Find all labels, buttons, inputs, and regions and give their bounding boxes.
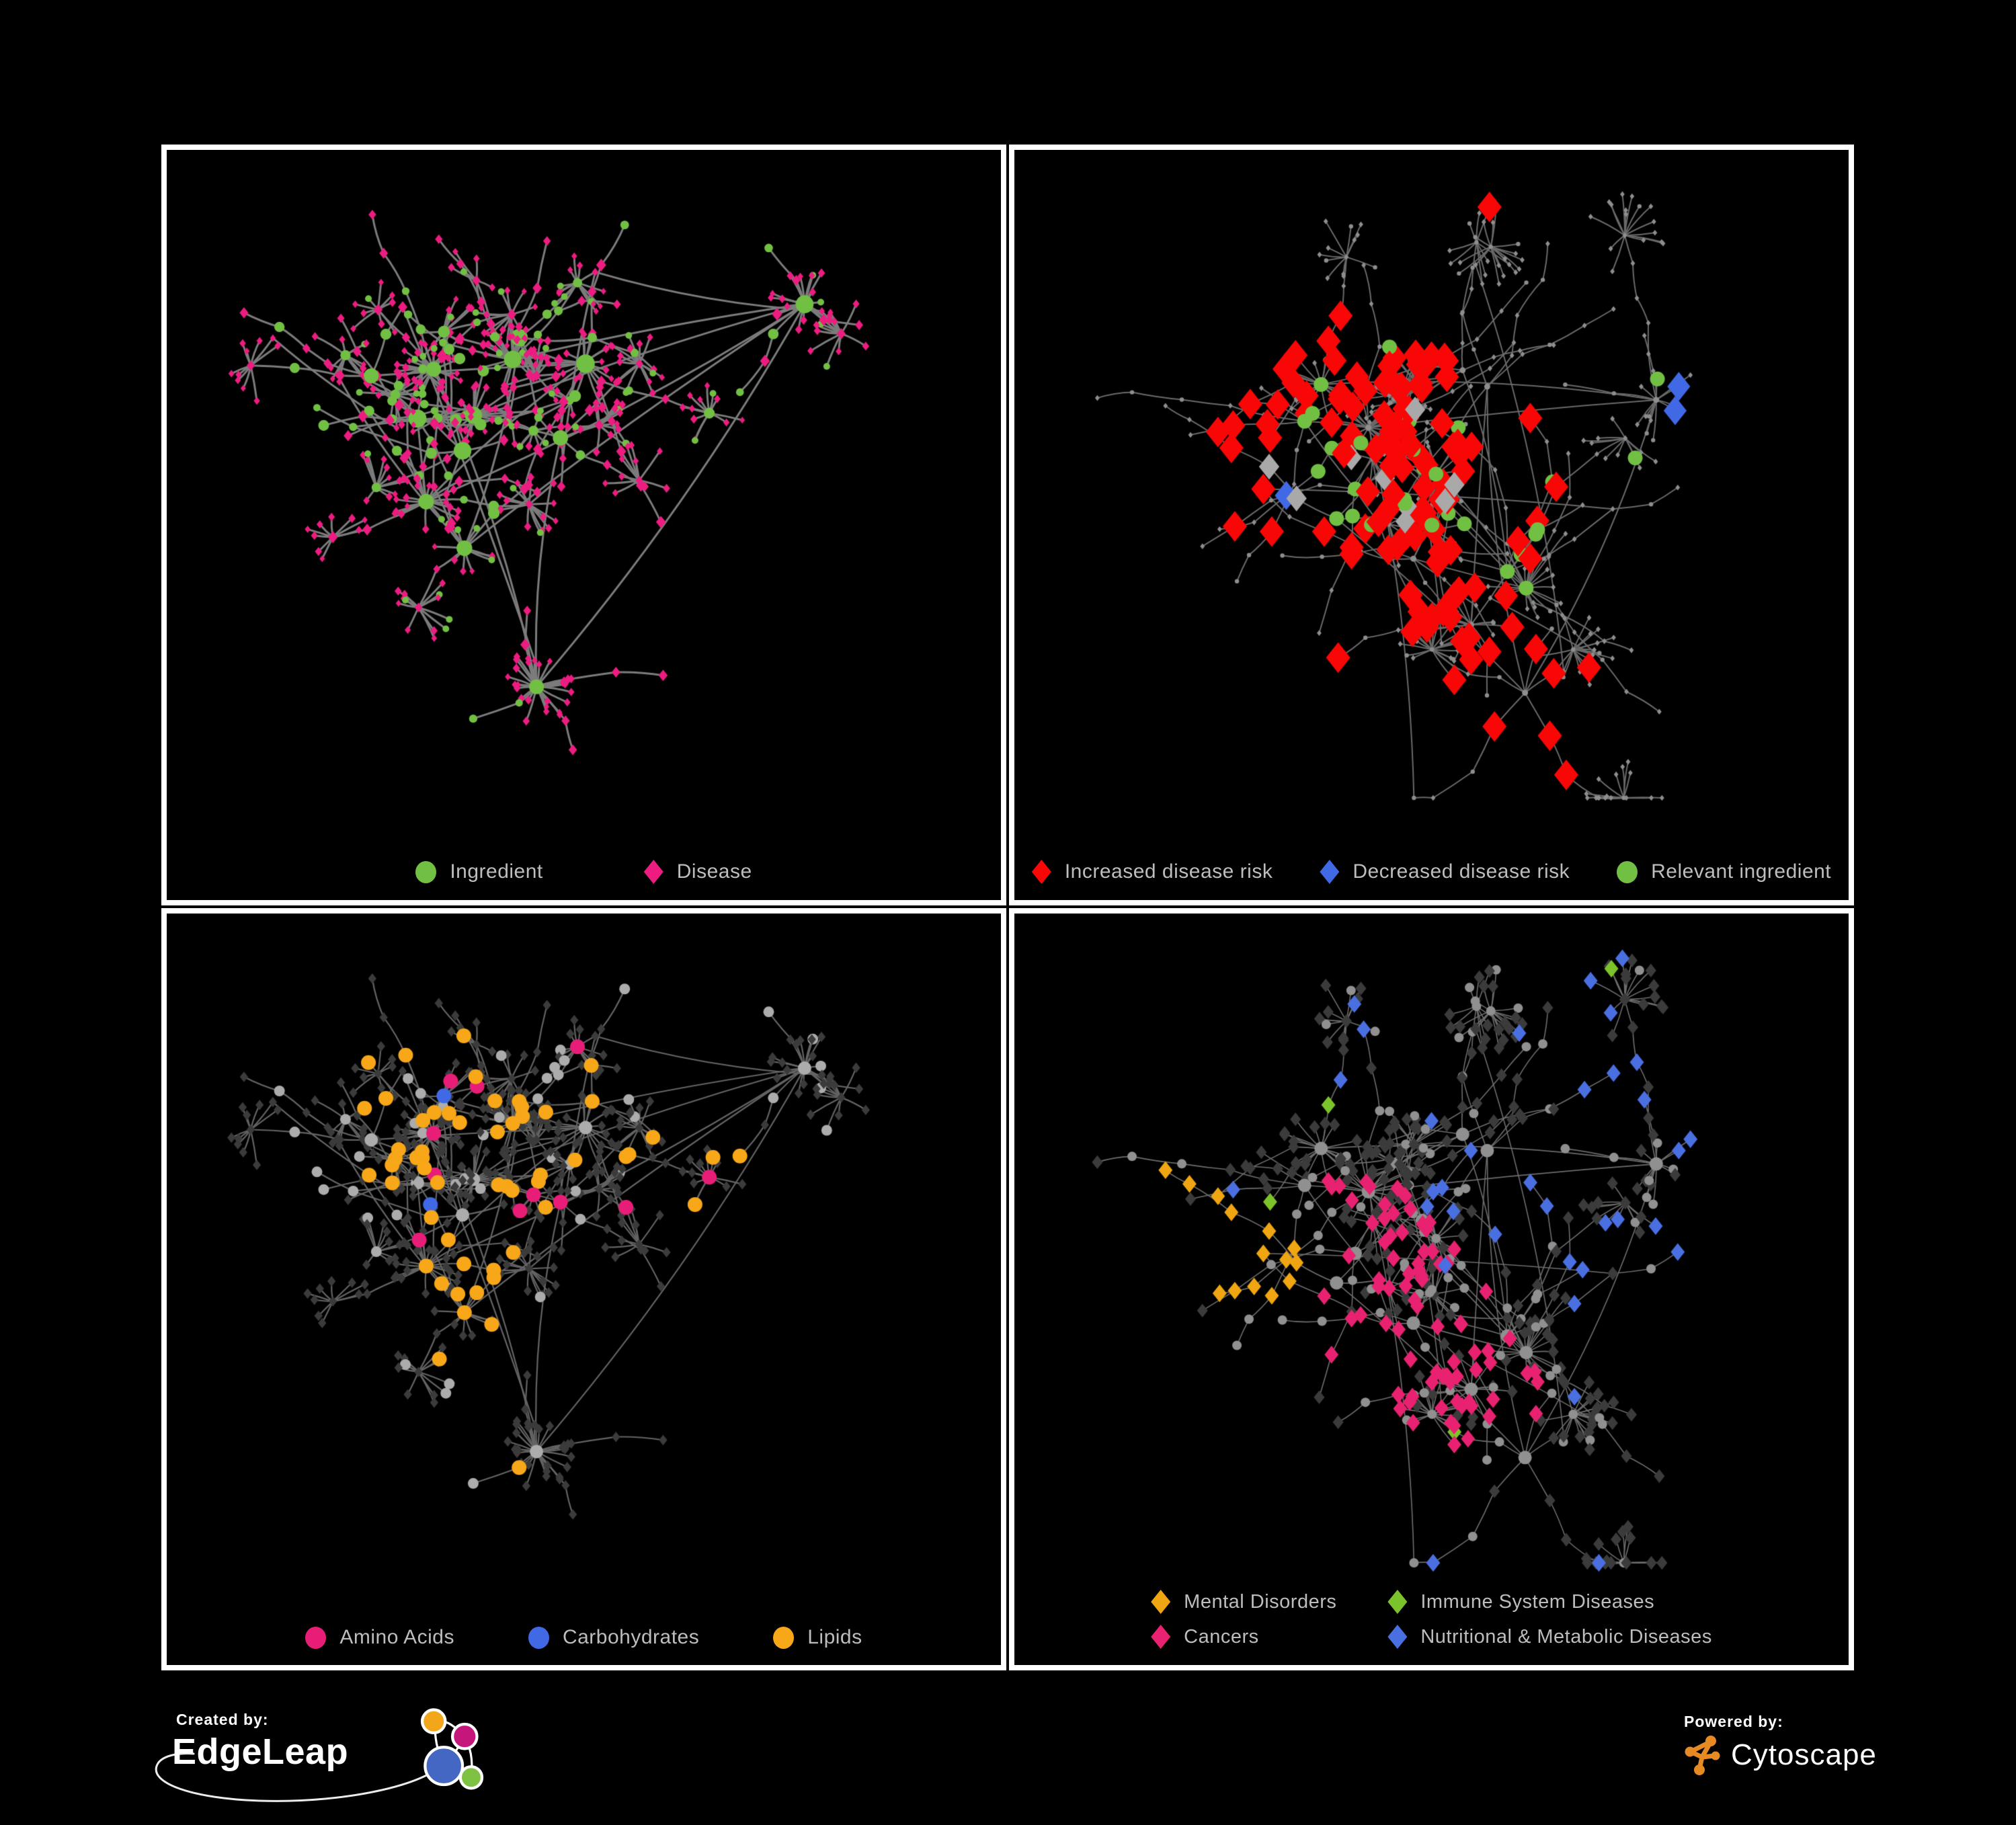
credit-created-by: Created by: EdgeLeap: [155, 1708, 565, 1825]
diamond-legend-marker-icon: [1031, 860, 1051, 884]
legend-item-cancers: Cancers: [1151, 1625, 1336, 1649]
cytoscape-logo-text: Cytoscape: [1731, 1738, 1877, 1771]
panel-macronutrients-network: Amino Acids Carbohydrates Lipids: [161, 908, 1006, 1670]
circle-legend-marker-icon: [773, 1626, 795, 1649]
legend-item-mental-disorders: Mental Disorders: [1151, 1590, 1336, 1614]
panel-disease-categories-network: Mental Disorders Immune System Diseases Ca…: [1009, 908, 1854, 1670]
panel-ingredient-disease-network: Ingredient Disease: [161, 145, 1006, 905]
legend-item-lipids: Lipids: [773, 1626, 862, 1649]
legend-label: Increased disease risk: [1064, 860, 1273, 883]
network-canvas-disease-categories: [1014, 914, 1849, 1665]
diamond-legend-marker-icon: [1387, 1625, 1408, 1649]
edgeleap-logo-text: EdgeLeap: [172, 1732, 349, 1772]
legend-item-relevant-ingredient: Relevant ingredient: [1617, 860, 1831, 883]
circle-legend-marker-icon: [1617, 860, 1638, 883]
legend-label: Nutritional & Metabolic Diseases: [1420, 1625, 1712, 1648]
legend-item-carbohydrates: Carbohydrates: [528, 1626, 699, 1649]
powered-by-label: Powered by:: [1684, 1713, 1783, 1730]
diamond-legend-marker-icon: [643, 860, 663, 884]
legend-item-immune-system-diseases: Immune System Diseases: [1387, 1590, 1711, 1614]
network-canvas-macronutrients: [167, 914, 1001, 1665]
legend-label: Ingredient: [450, 860, 543, 883]
legend-ingredient-disease: Ingredient Disease: [167, 860, 1001, 884]
circle-legend-marker-icon: [528, 1626, 549, 1649]
legend-item-decreased-disease-risk: Decreased disease risk: [1320, 860, 1570, 884]
diamond-legend-marker-icon: [1151, 1625, 1171, 1649]
legend-label: Cancers: [1184, 1625, 1259, 1648]
diamond-legend-marker-icon: [1320, 860, 1340, 884]
legend-item-disease: Disease: [643, 860, 752, 884]
panel-disease-risk-network: Increased disease risk Decreased disease …: [1009, 145, 1854, 905]
legend-item-amino-acids: Amino Acids: [305, 1626, 454, 1649]
legend-label: Relevant ingredient: [1651, 860, 1832, 883]
legend-macronutrients: Amino Acids Carbohydrates Lipids: [167, 1626, 1001, 1649]
diamond-legend-marker-icon: [1387, 1590, 1408, 1614]
credit-powered-by: Powered by: Cytoscape: [1684, 1713, 1993, 1814]
network-canvas-ingredient-disease: [167, 150, 1001, 900]
legend-label: Carbohydrates: [562, 1626, 700, 1648]
legend-label: Lipids: [807, 1626, 862, 1648]
created-by-label: Created by:: [176, 1711, 269, 1728]
legend-disease-categories: Mental Disorders Immune System Diseases Ca…: [1014, 1590, 1849, 1649]
legend-label: Mental Disorders: [1184, 1590, 1337, 1613]
edgeleap-logo-icon: [420, 1708, 484, 1790]
diamond-legend-marker-icon: [1151, 1590, 1171, 1614]
legend-label: Amino Acids: [339, 1626, 454, 1648]
legend-label: Disease: [676, 860, 752, 883]
legend-disease-risk: Increased disease risk Decreased disease …: [1014, 860, 1849, 884]
cytoscape-logo-icon: [1685, 1736, 1720, 1775]
legend-item-nutritional-metabolic-diseases: Nutritional & Metabolic Diseases: [1387, 1625, 1711, 1649]
legend-item-ingredient: Ingredient: [415, 860, 542, 883]
legend-label: Immune System Diseases: [1420, 1590, 1655, 1613]
legend-label: Decreased disease risk: [1353, 860, 1570, 883]
circle-legend-marker-icon: [305, 1626, 327, 1649]
circle-legend-marker-icon: [415, 860, 437, 883]
network-canvas-disease-risk: [1014, 150, 1849, 900]
legend-item-increased-disease-risk: Increased disease risk: [1031, 860, 1273, 884]
